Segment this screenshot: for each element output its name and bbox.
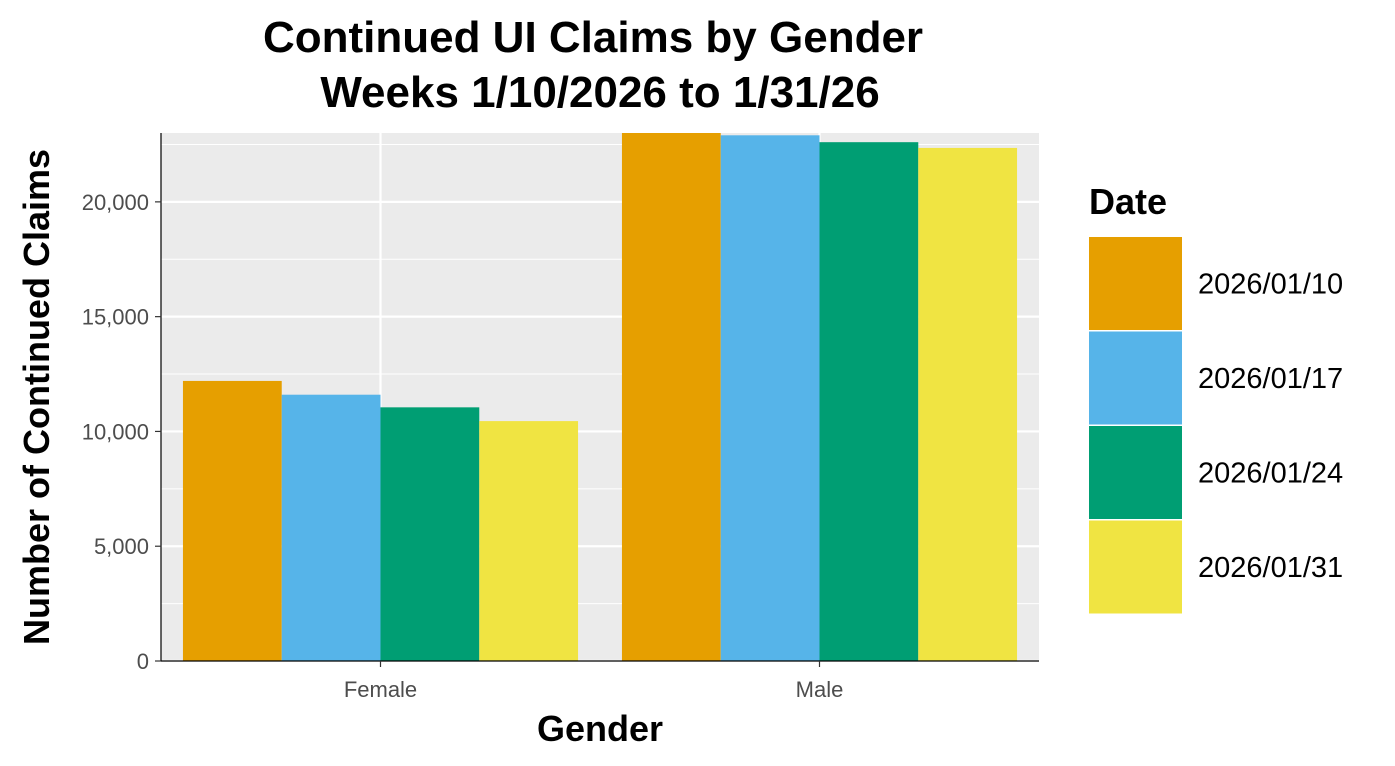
bar-female-4 — [479, 421, 579, 661]
y-tick-label: 0 — [137, 649, 149, 674]
y-tick-label: 5,000 — [94, 534, 149, 559]
bar-female-1 — [182, 380, 282, 661]
bar-male-1 — [621, 133, 721, 661]
bar-female-3 — [380, 407, 480, 661]
bars — [182, 133, 1018, 661]
legend-label: 2026/01/31 — [1198, 552, 1343, 584]
legend-key-4 — [1089, 520, 1182, 614]
legend-key-3 — [1089, 426, 1182, 519]
x-tick-label: Female — [344, 677, 417, 702]
x-axis-title: Gender — [537, 708, 663, 749]
x-ticks: Female Male — [344, 661, 844, 702]
bar-male-3 — [819, 142, 919, 661]
legend-title: Date — [1089, 181, 1167, 222]
x-tick-label: Male — [796, 677, 844, 702]
bar-male-4 — [918, 147, 1018, 661]
legend-label: 2026/01/10 — [1198, 269, 1343, 301]
y-ticks: 0 5,000 10,000 15,000 20,000 — [82, 190, 161, 674]
legend-key-1 — [1089, 237, 1182, 330]
y-tick-label: 20,000 — [82, 190, 149, 215]
y-axis-title: Number of Continued Claims — [16, 149, 57, 645]
bar-female-2 — [281, 394, 381, 661]
y-tick-label: 15,000 — [82, 305, 149, 330]
y-tick-label: 10,000 — [82, 419, 149, 444]
axes — [160, 133, 1039, 662]
legend-label: 2026/01/24 — [1198, 458, 1343, 490]
chart-title-line1: Continued UI Claims by Gender — [263, 13, 923, 62]
chart-title-line2: Weeks 1/10/2026 to 1/31/26 — [320, 68, 879, 117]
legend-label: 2026/01/17 — [1198, 363, 1343, 395]
legend-key-2 — [1089, 331, 1182, 425]
bar-male-2 — [720, 135, 820, 661]
legend: Date 2026/01/10 2026/01/17 2026/01/24 2026/… — [1089, 181, 1343, 614]
